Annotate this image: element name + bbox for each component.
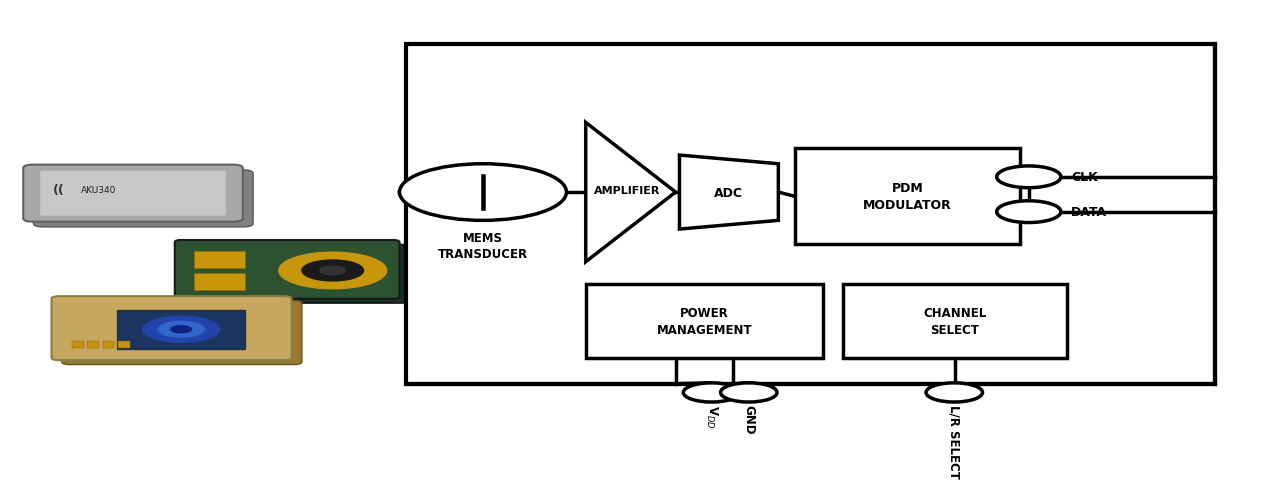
FancyBboxPatch shape (40, 171, 227, 216)
FancyBboxPatch shape (23, 165, 243, 222)
Bar (843, 284, 1067, 358)
Circle shape (320, 267, 346, 275)
Text: V$_{DD}$: V$_{DD}$ (704, 404, 719, 428)
Text: PDM
MODULATOR: PDM MODULATOR (864, 182, 952, 212)
Bar (194, 273, 246, 290)
FancyBboxPatch shape (51, 297, 292, 361)
Circle shape (996, 201, 1060, 223)
Bar (586, 284, 824, 358)
Circle shape (279, 253, 386, 289)
Polygon shape (680, 156, 779, 229)
Text: CLK: CLK (1071, 171, 1098, 184)
Circle shape (683, 383, 740, 402)
Bar (88, 341, 99, 348)
FancyBboxPatch shape (62, 301, 302, 365)
Text: ADC: ADC (714, 186, 744, 199)
Circle shape (996, 166, 1060, 188)
Text: AMPLIFIER: AMPLIFIER (593, 185, 660, 196)
Circle shape (927, 383, 982, 402)
Text: AKU340: AKU340 (81, 186, 116, 195)
Circle shape (302, 260, 363, 281)
FancyBboxPatch shape (33, 170, 254, 227)
Circle shape (143, 317, 220, 343)
Text: GND: GND (743, 404, 755, 434)
Text: POWER
MANAGEMENT: POWER MANAGEMENT (656, 306, 753, 336)
Circle shape (399, 165, 566, 221)
Bar (405, 45, 1215, 384)
Bar (118, 341, 130, 348)
Text: MEMS
TRANSDUCER: MEMS TRANSDUCER (438, 232, 528, 261)
FancyBboxPatch shape (175, 241, 399, 299)
Bar (795, 149, 1019, 245)
Bar (103, 341, 115, 348)
Text: DATA: DATA (1071, 206, 1107, 219)
Text: ((: (( (53, 184, 64, 197)
FancyBboxPatch shape (183, 245, 407, 303)
Bar (72, 341, 84, 348)
Circle shape (158, 322, 205, 337)
Circle shape (721, 383, 777, 402)
Circle shape (171, 326, 192, 333)
Bar (117, 310, 246, 349)
Polygon shape (586, 123, 676, 262)
Text: CHANNEL
SELECT: CHANNEL SELECT (923, 306, 987, 336)
Text: L/R SELECT: L/R SELECT (947, 404, 961, 478)
Bar (194, 251, 246, 269)
